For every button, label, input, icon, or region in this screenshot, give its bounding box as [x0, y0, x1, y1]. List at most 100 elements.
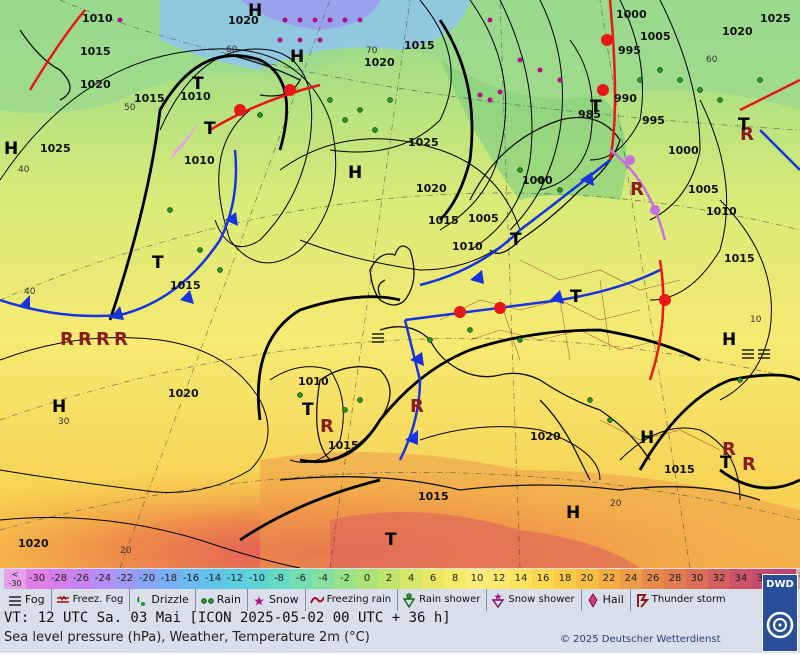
scale-cell: -18: [158, 569, 180, 589]
scale-cell: -2: [334, 569, 356, 589]
svg-text:T: T: [510, 230, 522, 250]
legend-item-label: Thunder storm: [651, 594, 726, 605]
scale-cell: -20: [136, 569, 158, 589]
svg-text:1000: 1000: [522, 174, 553, 187]
svg-text:1010: 1010: [180, 90, 211, 103]
front-symbols: [20, 34, 671, 445]
svg-text:1020: 1020: [168, 387, 199, 400]
scale-cell: 6: [422, 569, 444, 589]
scale-cell: 28: [664, 569, 686, 589]
thunderstorm-icon: [636, 593, 649, 608]
legend-item-freezing-fog: Freez. Fog: [50, 589, 130, 611]
svg-text:1010: 1010: [706, 205, 737, 218]
svg-text:10: 10: [750, 315, 762, 325]
svg-text:T: T: [590, 97, 602, 117]
legend-item-label: Hail: [602, 593, 624, 606]
svg-text:40: 40: [18, 165, 30, 175]
scale-cell: 34: [730, 569, 752, 589]
legend-item-label: Snow shower: [508, 594, 575, 605]
scale-cell: 32: [708, 569, 730, 589]
scale-cell: 30: [686, 569, 708, 589]
scale-cell: 22: [598, 569, 620, 589]
weather-legend: Fog Freez. Fog Drizzle Rain Snow Freezing rai…: [4, 588, 732, 612]
freezing-fog-icon: [56, 595, 69, 603]
scale-cell: -14: [202, 569, 224, 589]
svg-text:50: 50: [124, 103, 136, 113]
svg-text:H: H: [348, 163, 362, 183]
svg-text:1010: 1010: [82, 12, 113, 25]
svg-text:1025: 1025: [760, 12, 791, 25]
legend-item-drizzle: Drizzle: [129, 589, 194, 611]
coast-ireland: [377, 279, 386, 296]
scale-cell: -22: [114, 569, 136, 589]
scale-cell: -4: [312, 569, 334, 589]
scale-cell: 0: [356, 569, 378, 589]
fog-icon: [9, 595, 21, 606]
svg-text:1015: 1015: [170, 279, 201, 292]
freezing-rain-icon: [309, 596, 324, 603]
rain-icon: [201, 597, 214, 604]
front-warm-baltic: [608, 0, 617, 161]
isobars: [0, 0, 800, 568]
legend-item-label: Drizzle: [151, 593, 189, 606]
front-cold-north-sea: [419, 159, 611, 287]
svg-text:R: R: [740, 124, 754, 145]
scale-cell: -12: [224, 569, 246, 589]
front-warm-iceland: [209, 83, 321, 132]
hottest-zone: [330, 512, 640, 568]
weather-rain-symbols: [167, 67, 763, 423]
dwd-logo: DWD: [762, 574, 798, 652]
rain-shower-icon: [402, 592, 416, 608]
country-borders: [439, 259, 721, 451]
scale-cell: -10: [246, 569, 268, 589]
copyright: © 2025 Deutscher Wetterdienst: [560, 634, 721, 645]
svg-text:R: R: [320, 416, 334, 437]
legend-item-rain-shower: Rain shower: [397, 589, 486, 611]
svg-text:20: 20: [610, 499, 622, 509]
svg-text:R: R: [410, 396, 424, 417]
legend-item-label: Rain shower: [419, 594, 481, 605]
svg-text:H: H: [248, 1, 262, 21]
legend-item-snow-shower: Snow shower: [486, 589, 580, 611]
svg-text:T: T: [720, 453, 732, 473]
legend-item-label: Fog: [25, 593, 45, 606]
svg-text:1020: 1020: [530, 430, 561, 443]
svg-text:1015: 1015: [724, 252, 755, 265]
scale-cell: 20: [576, 569, 598, 589]
legend-item-fog: Fog: [4, 589, 51, 611]
svg-text:T: T: [152, 253, 164, 273]
coast-italy: [539, 399, 591, 481]
svg-text:985: 985: [578, 108, 601, 121]
coast-north-africa: [279, 476, 761, 501]
legend-item-freezing-rain: Freezing rain: [304, 589, 397, 611]
svg-text:R: R: [722, 439, 736, 460]
scale-max-cell: ≥40°C: [796, 569, 800, 589]
legend-item-thunderstorm: Thunder storm: [629, 589, 732, 611]
scale-cell: 14: [510, 569, 532, 589]
weather-snow-symbols: [117, 17, 563, 103]
svg-text:990: 990: [614, 92, 637, 105]
legend-item-label: Rain: [216, 593, 241, 606]
svg-text:T: T: [302, 400, 314, 420]
svg-text:1015: 1015: [664, 463, 695, 476]
svg-text:T: T: [570, 287, 582, 307]
scale-cell: 18: [554, 569, 576, 589]
scale-cell: 4: [400, 569, 422, 589]
svg-text:T: T: [385, 530, 397, 550]
front-warm-greenland: [28, 9, 86, 91]
svg-text:1015: 1015: [80, 45, 111, 58]
scale-cell: 26: [642, 569, 664, 589]
front-warm-east: [648, 259, 665, 381]
svg-text:1000: 1000: [668, 144, 699, 157]
svg-text:1020: 1020: [722, 25, 753, 38]
svg-text:1020: 1020: [228, 14, 259, 27]
svg-text:1020: 1020: [80, 78, 111, 91]
svg-text:1015: 1015: [428, 214, 459, 227]
svg-text:30: 30: [58, 417, 70, 427]
legend-item-snow: Snow: [246, 589, 305, 611]
svg-text:1000: 1000: [616, 8, 647, 21]
front-warm-ne: [739, 78, 800, 112]
